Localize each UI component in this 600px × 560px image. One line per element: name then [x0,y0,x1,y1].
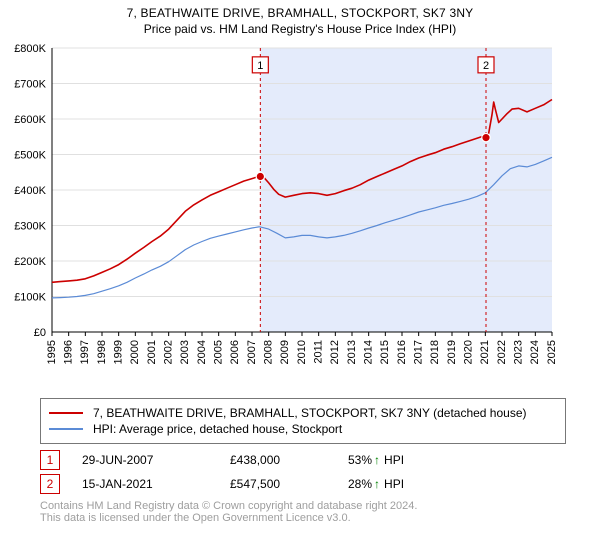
event-row: 1 29-JUN-2007£438,00053%↑ HPI [40,450,548,470]
event-date: 29-JUN-2007 [82,453,230,467]
svg-text:2006: 2006 [229,340,241,364]
event-row: 2 15-JAN-2021£547,50028%↑ HPI [40,474,548,494]
svg-text:2: 2 [483,60,489,72]
svg-text:2004: 2004 [196,340,208,364]
svg-text:2025: 2025 [546,340,558,364]
svg-text:£0: £0 [34,327,46,339]
price-chart: £0 £100K £200K £300K £400K £500K £600K £700K £80… [0,42,560,392]
event-price: £438,000 [230,453,348,467]
svg-text:2015: 2015 [379,340,391,364]
footer-line2: This data is licensed under the Open Gov… [40,512,548,524]
title-address: 7, BEATHWAITE DRIVE, BRAMHALL, STOCKPORT… [0,6,600,20]
svg-text:2011: 2011 [313,340,325,364]
svg-text:2012: 2012 [329,340,341,364]
svg-text:1996: 1996 [63,340,75,364]
event-marker-icon: 1 [40,450,60,470]
svg-text:2007: 2007 [246,340,258,364]
svg-text:2000: 2000 [129,340,141,364]
legend-item: 7, BEATHWAITE DRIVE, BRAMHALL, STOCKPORT… [49,406,557,420]
svg-text:2003: 2003 [179,340,191,364]
svg-text:2022: 2022 [496,340,508,364]
svg-text:£500K: £500K [14,150,46,162]
svg-text:2001: 2001 [146,340,158,364]
event-delta-label: HPI [384,453,404,467]
event-delta-pct: 28% [348,477,372,491]
svg-text:1999: 1999 [113,340,125,364]
chart-titles: 7, BEATHWAITE DRIVE, BRAMHALL, STOCKPORT… [0,0,600,36]
svg-text:2020: 2020 [463,340,475,364]
svg-text:£300K: £300K [14,221,46,233]
svg-text:£600K: £600K [14,114,46,126]
legend-label: HPI: Average price, detached house, Stoc… [93,422,342,436]
footer-attribution: Contains HM Land Registry data © Crown c… [40,500,548,524]
arrow-up-icon: ↑ [374,477,380,491]
legend-item: HPI: Average price, detached house, Stoc… [49,422,557,436]
svg-text:1995: 1995 [46,340,58,364]
svg-text:2005: 2005 [213,340,225,364]
svg-text:2010: 2010 [296,340,308,364]
svg-text:1: 1 [257,60,263,72]
svg-text:2008: 2008 [263,340,275,364]
chart-svg: £0 £100K £200K £300K £400K £500K £600K £700K £80… [0,42,560,392]
arrow-up-icon: ↑ [374,453,380,467]
event-delta-label: HPI [384,477,404,491]
svg-text:£100K: £100K [14,292,46,304]
legend-swatch [49,428,83,430]
svg-text:1997: 1997 [79,340,91,364]
event-delta: 28%↑ HPI [348,477,468,491]
svg-text:£400K: £400K [14,185,46,197]
svg-text:2009: 2009 [279,340,291,364]
svg-text:2018: 2018 [429,340,441,364]
legend-swatch [49,412,83,414]
title-subtitle: Price paid vs. HM Land Registry's House … [0,22,600,36]
svg-text:£700K: £700K [14,79,46,91]
events-table: 1 29-JUN-2007£438,00053%↑ HPI 2 15-JAN-2021£… [40,450,548,494]
svg-text:2024: 2024 [529,340,541,364]
event-date: 15-JAN-2021 [82,477,230,491]
svg-text:2013: 2013 [346,340,358,364]
footer-line1: Contains HM Land Registry data © Crown c… [40,500,548,512]
svg-text:2019: 2019 [446,340,458,364]
svg-text:2017: 2017 [413,340,425,364]
event-marker-icon: 2 [40,474,60,494]
svg-text:2002: 2002 [163,340,175,364]
legend-label: 7, BEATHWAITE DRIVE, BRAMHALL, STOCKPORT… [93,406,527,420]
event-price: £547,500 [230,477,348,491]
svg-text:2016: 2016 [396,340,408,364]
legend-box: 7, BEATHWAITE DRIVE, BRAMHALL, STOCKPORT… [40,398,566,444]
svg-text:2021: 2021 [479,340,491,364]
svg-text:2023: 2023 [513,340,525,364]
svg-text:1998: 1998 [96,340,108,364]
svg-text:£800K: £800K [14,43,46,55]
event-delta-pct: 53% [348,453,372,467]
event-delta: 53%↑ HPI [348,453,468,467]
svg-text:2014: 2014 [363,340,375,364]
svg-text:£200K: £200K [14,256,46,268]
